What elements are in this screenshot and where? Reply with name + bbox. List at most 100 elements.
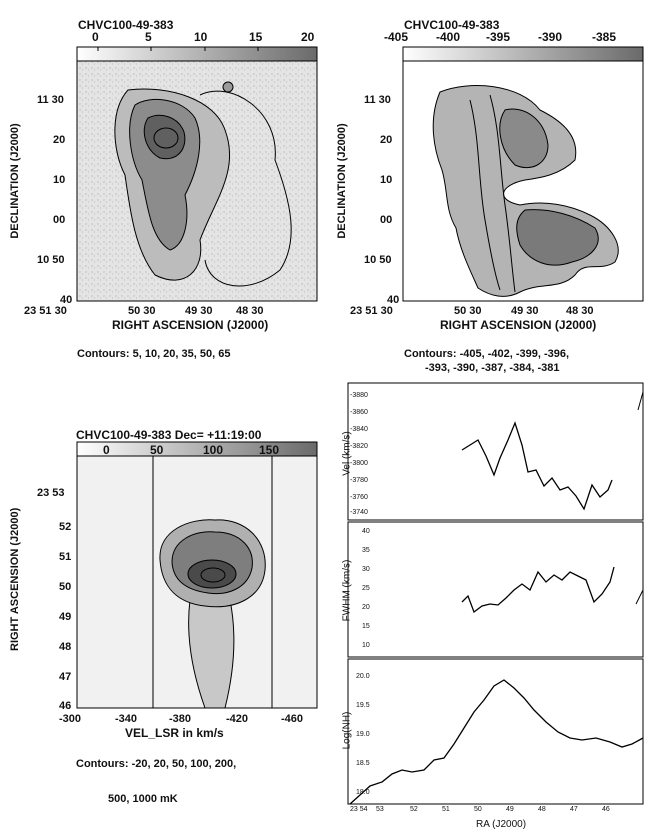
br-lognh-ytick: 19.0 xyxy=(356,731,370,738)
br-vel-ytick: -3880 xyxy=(350,392,368,399)
tl-cbar-tick: 10 xyxy=(194,30,208,44)
br-edge-mark-2 xyxy=(635,589,644,605)
br-vel-ytick: -3820 xyxy=(350,443,368,450)
bl-ytick: 46 xyxy=(59,700,72,712)
tl-colorbar-ticks xyxy=(97,47,259,51)
tr-ytick: 10 xyxy=(380,174,393,186)
tl-title: CHVC100-49-383 xyxy=(78,18,174,32)
tl-ytick: 10 50 xyxy=(37,254,65,266)
br-fwhm-frame xyxy=(347,521,644,658)
bl-xtick: -460 xyxy=(281,713,304,725)
tr-cbar-tick: -405 xyxy=(384,30,409,44)
tr-cbar-tick: -385 xyxy=(592,30,617,44)
bl-ytick: 52 xyxy=(59,521,72,533)
tr-ytick: 40 xyxy=(387,294,400,306)
bl-colorbar xyxy=(76,441,318,457)
br-vel-ytick: -3840 xyxy=(350,426,368,433)
tl-ytick: 20 xyxy=(53,134,66,146)
br-xtick: 52 xyxy=(410,806,418,813)
tr-xlabel: RIGHT ASCENSION (J2000) xyxy=(440,318,597,332)
tl-cbar-tick: 15 xyxy=(249,30,263,44)
bl-cbar-tick: 100 xyxy=(203,443,224,457)
br-fwhm-ytick: 25 xyxy=(362,585,370,592)
br-fwhm-ytick: 20 xyxy=(362,604,370,611)
bl-cbar-tick: 0 xyxy=(103,443,110,457)
tr-ylabel: DECLINATION (J2000) xyxy=(336,123,348,239)
bl-xtick: -340 xyxy=(115,713,138,725)
bl-ytick: 50 xyxy=(59,581,72,593)
tl-ytick: 11 30 xyxy=(37,94,64,106)
tl-knot xyxy=(222,81,234,93)
bl-contours-line1: Contours: -20, 20, 50, 100, 200, xyxy=(76,758,237,770)
tr-velocity-dark-2 xyxy=(516,209,599,266)
tr-ytick: 00 xyxy=(380,214,393,226)
br-fwhm-ytick: 15 xyxy=(362,623,370,630)
tl-cbar-tick: 20 xyxy=(301,30,315,44)
br-lognh-ytick: 19.5 xyxy=(356,702,370,709)
br-lognh-ytick: 18.0 xyxy=(356,789,370,796)
tl-xlabel: RIGHT ASCENSION (J2000) xyxy=(112,318,269,332)
tl-ylabel: DECLINATION (J2000) xyxy=(9,123,21,239)
tr-xtick: 23 51 30 xyxy=(350,305,393,317)
br-edge-mark xyxy=(637,391,644,411)
tl-emission-core xyxy=(143,114,186,160)
tr-title: CHVC100-49-383 xyxy=(404,18,500,32)
tl-xtick: 23 51 30 xyxy=(24,305,67,317)
bl-xlabel: VEL_LSR in km/s xyxy=(125,726,224,740)
tl-colorbar xyxy=(76,46,318,62)
bl-ytick: 51 xyxy=(59,551,72,563)
bl-ytick: 23 53 xyxy=(37,487,65,499)
bl-xtick: -420 xyxy=(226,713,249,725)
tr-cbar-tick: -400 xyxy=(436,30,461,44)
tl-xtick: 49 30 xyxy=(185,305,213,317)
tr-isovel-1 xyxy=(469,99,501,291)
bl-ylabel: RIGHT ASCENSION (J2000) xyxy=(9,507,21,651)
bl-contours-line2: 500, 1000 mK xyxy=(108,793,178,805)
tr-ytick: 20 xyxy=(380,134,393,146)
tl-cbar-tick: 0 xyxy=(92,30,99,44)
bl-title: CHVC100-49-383 Dec= +11:19:00 xyxy=(76,428,262,442)
tr-ytick: 11 30 xyxy=(364,94,391,106)
panel-top-left xyxy=(76,46,318,302)
bl-ytick: 48 xyxy=(59,641,72,653)
bl-xtick: -380 xyxy=(169,713,192,725)
br-fwhm-ytick: 35 xyxy=(362,547,370,554)
bl-emission-peak xyxy=(200,567,226,583)
tr-ytick: 10 50 xyxy=(364,254,392,266)
tr-xtick: 49 30 xyxy=(511,305,539,317)
br-xtick: 53 xyxy=(376,806,384,813)
br-vel-ytick: -3760 xyxy=(350,494,368,501)
br-fwhm-curve xyxy=(461,566,615,614)
br-xtick: 23 54 xyxy=(350,806,368,813)
tl-ytick: 00 xyxy=(53,214,66,226)
br-xtick: 46 xyxy=(602,806,610,813)
br-xlabel: RA (J2000) xyxy=(476,819,527,830)
tl-contour-ring xyxy=(199,90,292,287)
tr-contours-line2: -393, -390, -387, -384, -381 xyxy=(425,362,560,374)
tl-emission-peak xyxy=(153,127,179,149)
panel-bottom-right xyxy=(347,382,644,805)
bl-cbar-tick: 150 xyxy=(259,443,280,457)
br-vel-ytick: -3860 xyxy=(350,409,368,416)
bl-ytick: 49 xyxy=(59,611,72,623)
tr-cbar-tick: -395 xyxy=(486,30,511,44)
tr-xtick: 48 30 xyxy=(566,305,594,317)
br-fwhm-ytick: 10 xyxy=(362,642,370,649)
br-xtick: 50 xyxy=(474,806,482,813)
br-xtick: 49 xyxy=(506,806,514,813)
bl-xtick: -300 xyxy=(59,713,82,725)
br-fwhm-ytick: 30 xyxy=(362,566,370,573)
br-vel-ytick: -3800 xyxy=(350,460,368,467)
br-lognh-ytick: 18.5 xyxy=(356,760,370,767)
tl-contours: Contours: 5, 10, 20, 35, 50, 65 xyxy=(77,348,231,360)
br-xtick: 51 xyxy=(442,806,450,813)
bl-emission-core xyxy=(187,559,237,589)
panel-top-right xyxy=(402,46,644,302)
br-vel-curve xyxy=(461,421,613,511)
tr-cbar-tick: -390 xyxy=(538,30,563,44)
tl-cbar-tick: 5 xyxy=(145,30,152,44)
br-vel-ytick: -3780 xyxy=(350,477,368,484)
tr-colorbar xyxy=(402,46,644,62)
tr-isovel-2 xyxy=(489,94,516,293)
